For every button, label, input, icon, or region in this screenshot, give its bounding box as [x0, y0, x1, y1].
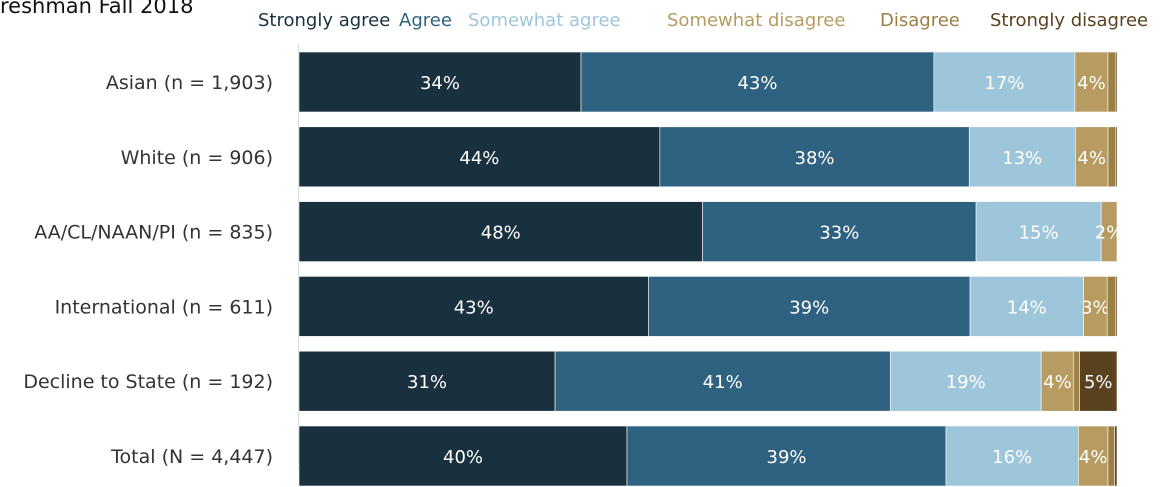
bar-segment — [298, 126, 661, 188]
chart-title: reshman Fall 2018 — [0, 0, 194, 18]
data-label: 17% — [984, 73, 1024, 94]
bar-segment — [945, 425, 1079, 487]
bar-segment — [1078, 425, 1109, 487]
data-label: 39% — [789, 297, 829, 318]
bar-segment — [626, 425, 947, 487]
bar-segment — [298, 350, 556, 412]
bar-segment — [554, 350, 891, 412]
data-label: 4% — [1077, 73, 1106, 94]
bar-segment — [1073, 350, 1080, 412]
bar-segment — [580, 51, 935, 113]
bar-segment — [1107, 51, 1116, 113]
data-label: 41% — [703, 372, 743, 393]
data-label: 3% — [1081, 297, 1110, 318]
data-label: 43% — [737, 73, 777, 94]
legend-somewhat-disagree: Somewhat disagree — [667, 10, 846, 31]
bar-segment — [298, 276, 649, 337]
legend-agree: Agree — [399, 10, 452, 31]
data-label: 4% — [1077, 148, 1106, 169]
bar-segment — [1106, 276, 1116, 337]
legend-somewhat-agree: Somewhat agree — [468, 10, 621, 31]
bar-segment — [1040, 350, 1075, 412]
data-label: 48% — [481, 223, 521, 244]
bar-segment — [975, 201, 1102, 262]
data-label: 2% — [1095, 223, 1124, 244]
bar-segment — [1115, 276, 1118, 337]
data-label: 40% — [443, 447, 483, 468]
data-label: 19% — [946, 372, 986, 393]
bar-segment — [1115, 51, 1118, 113]
bar-segment — [1114, 425, 1118, 487]
bar-segment — [702, 201, 977, 262]
bar-segment — [1100, 201, 1118, 262]
category-label: AA/CL/NAAN/PI (n = 835) — [34, 222, 273, 244]
bar-segment — [1107, 425, 1115, 487]
category-label: Decline to State (n = 192) — [23, 371, 273, 393]
bar-segment — [1074, 51, 1109, 113]
bar-segment — [889, 350, 1042, 412]
bar-segment — [933, 51, 1076, 113]
data-label: 4% — [1079, 447, 1108, 468]
data-label: 39% — [767, 447, 807, 468]
data-label: 33% — [819, 223, 859, 244]
legend-disagree: Disagree — [880, 10, 960, 31]
data-label: 5% — [1084, 372, 1113, 393]
bar-segment — [1079, 350, 1118, 412]
data-label: 43% — [454, 297, 494, 318]
category-label: White (n = 906) — [121, 147, 273, 169]
data-label: 16% — [992, 447, 1032, 468]
bar-segment — [298, 51, 582, 113]
category-label: Total (N = 4,447) — [110, 446, 273, 468]
legend-strongly-agree: Strongly agree — [258, 10, 391, 31]
bar-segment — [1075, 126, 1109, 188]
bar-segment — [968, 126, 1076, 188]
data-label: 4% — [1043, 372, 1072, 393]
data-label: 34% — [420, 73, 460, 94]
data-label: 31% — [407, 372, 447, 393]
data-label: 14% — [1007, 297, 1047, 318]
bar-segment — [298, 201, 703, 262]
data-label: 15% — [1019, 223, 1059, 244]
bar-segment — [1115, 126, 1118, 188]
bar-segment — [1107, 126, 1116, 188]
data-label: 38% — [795, 148, 835, 169]
bar-segment — [298, 425, 628, 487]
bar-segment — [969, 276, 1084, 337]
category-label: International (n = 611) — [55, 296, 273, 318]
bar-segment — [648, 276, 971, 337]
legend-strongly-disagree: Strongly disagree — [990, 10, 1149, 31]
category-label: Asian (n = 1,903) — [106, 72, 273, 94]
data-label: 44% — [459, 148, 499, 169]
data-label: 13% — [1002, 148, 1042, 169]
